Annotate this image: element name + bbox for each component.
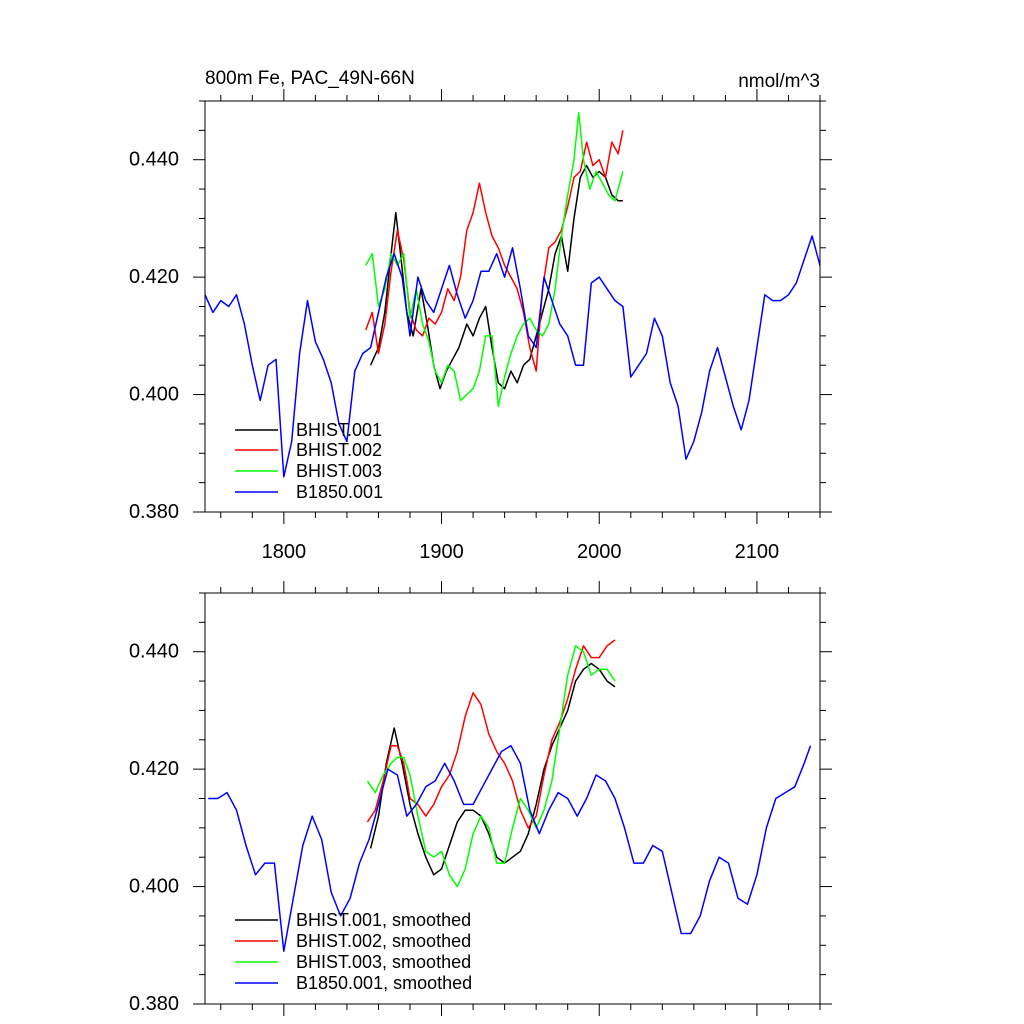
x-tick-label: 1800 [262, 541, 307, 563]
plot-area-lines [204, 111, 821, 478]
tick-marks [193, 581, 832, 1016]
smoothed-time-series-panel: 0.380 0.400 0.420 0.440 BHIST.001, smoot… [129, 581, 832, 1016]
x-tick-label: 2100 [735, 541, 780, 563]
y-tick-label: 0.400 [129, 384, 179, 406]
legend-label: B1850.001 [296, 482, 383, 502]
y-tick-label: 0.420 [129, 758, 179, 780]
series-line [365, 111, 624, 408]
legend: BHIST.001, smoothed BHIST.002, smoothed … [235, 910, 472, 993]
series-line [204, 235, 821, 478]
legend-label: BHIST.001, smoothed [296, 910, 471, 930]
raw-time-series-panel: 800m Fe, PAC_49N-66N nmol/m^3 0.380 0.40… [129, 68, 832, 563]
legend-label: BHIST.001 [296, 420, 382, 440]
legend: BHIST.001 BHIST.002 BHIST.003 B1850.001 [235, 420, 383, 502]
y-tick-label: 0.420 [129, 266, 179, 288]
y-tick-label: 0.440 [129, 641, 179, 663]
series-line [366, 645, 616, 888]
y-tick-label: 0.400 [129, 876, 179, 898]
tick-marks [193, 89, 832, 524]
plot-area-lines [208, 639, 812, 952]
legend-label: B1850.001, smoothed [296, 973, 472, 993]
x-tick-label: 1900 [419, 541, 464, 563]
series-line [208, 744, 812, 952]
y-tick-label: 0.380 [129, 501, 179, 523]
x-tick-label: 2000 [577, 541, 622, 563]
legend-label: BHIST.003 [296, 461, 382, 481]
legend-label: BHIST.003, smoothed [296, 952, 471, 972]
y-tick-label: 0.380 [129, 993, 179, 1015]
y-tick-label: 0.440 [129, 149, 179, 171]
legend-label: BHIST.002 [296, 440, 382, 460]
series-line [366, 639, 616, 829]
legend-label: BHIST.002, smoothed [296, 931, 471, 951]
chart-title: 800m Fe, PAC_49N-66N [205, 68, 415, 89]
units-label: nmol/m^3 [738, 71, 820, 92]
